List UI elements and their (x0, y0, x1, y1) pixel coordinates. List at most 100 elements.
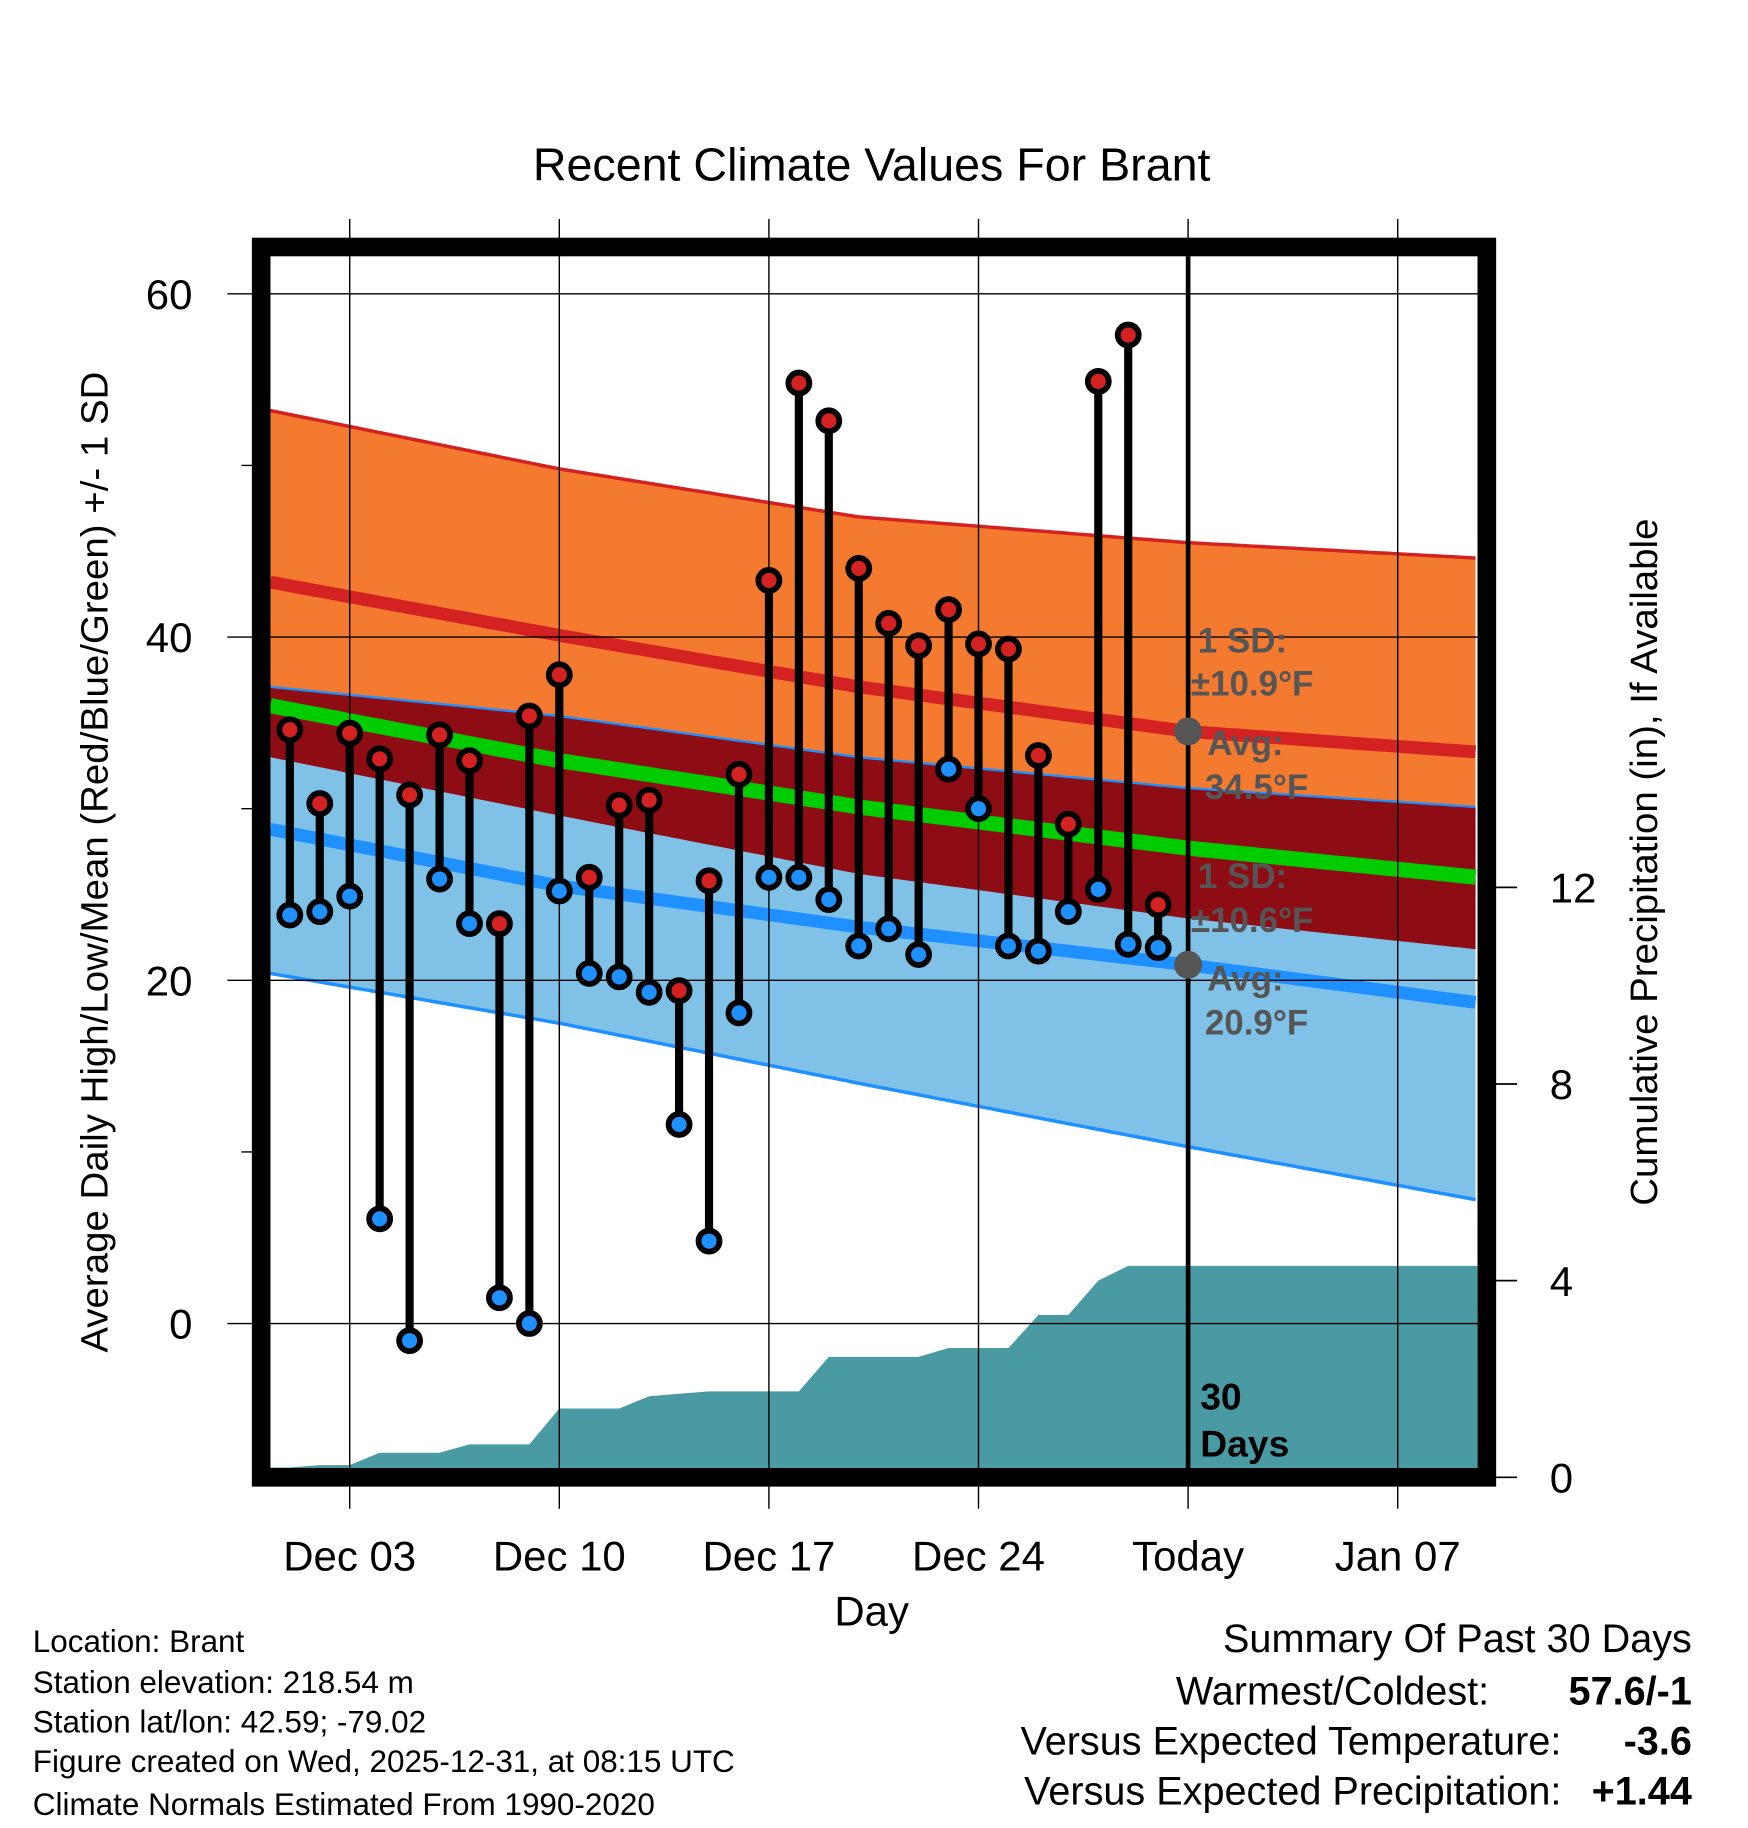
y-tick-label: 40 (146, 614, 193, 661)
low-point (665, 1111, 693, 1138)
low-point (486, 1284, 513, 1312)
low-point (1054, 898, 1082, 926)
y2-tick-label: 12 (1550, 864, 1597, 911)
summary-box: Summary Of Past 30 Days Warmest/Coldest:… (1020, 1617, 1691, 1814)
high-point (725, 760, 753, 788)
high-point (815, 407, 843, 435)
high-point (1084, 367, 1112, 395)
annotation-high-avg-value: 34.5°F (1205, 768, 1308, 807)
high-point (306, 790, 334, 817)
high-point (1024, 742, 1052, 769)
low-point (635, 978, 663, 1006)
low-point (276, 901, 304, 929)
latlon-text: Station lat/lon: 42.59; -79.02 (33, 1704, 426, 1739)
low-point (965, 795, 992, 823)
summary-title: Summary Of Past 30 Days (1223, 1617, 1692, 1661)
high-point (1144, 891, 1172, 919)
annotation-low-sd-value: ±10.6°F (1191, 901, 1314, 940)
low-point (875, 915, 903, 943)
overlap-band (270, 686, 1476, 950)
low-point (456, 910, 483, 938)
high-point (755, 567, 783, 594)
low-point (366, 1205, 394, 1233)
high-point (845, 555, 873, 582)
high-point (785, 369, 813, 397)
high-point (426, 721, 453, 749)
low-upper-line (270, 685, 1476, 808)
high-point (875, 609, 903, 637)
annotation-low-avg-label: Avg: (1207, 959, 1283, 998)
low-point (695, 1227, 723, 1255)
annotation-low-avg-value: 20.9°F (1205, 1004, 1308, 1043)
low-point (1144, 934, 1172, 962)
high-point (935, 596, 962, 624)
low-point (545, 877, 573, 905)
temp-label: Versus Expected Temperature: (1020, 1720, 1561, 1764)
high-point (486, 910, 513, 938)
low-point (1024, 937, 1052, 965)
low-point (336, 882, 364, 910)
high-point (1114, 321, 1142, 349)
low-point (515, 1310, 543, 1337)
temp-value: -3.6 (1624, 1720, 1692, 1764)
high-point (635, 786, 663, 814)
low-point (755, 863, 783, 891)
low-point (815, 886, 843, 914)
warmest-label: Warmest/Coldest: (1176, 1670, 1489, 1714)
precip-label: Versus Expected Precipitation: (1024, 1770, 1561, 1814)
y-tick-label: 0 (169, 1301, 192, 1348)
elevation-text: Station elevation: 218.54 m (33, 1665, 414, 1700)
high-point (905, 632, 933, 660)
low-point (426, 865, 453, 893)
plot-area: 1 SD: ±10.9°F Avg: 34.5°F 1 SD: ±10.6°F Avg: 20… (146, 219, 1597, 1580)
y2-tick-label: 8 (1550, 1061, 1573, 1108)
high-point (695, 867, 723, 895)
high-point (396, 781, 424, 809)
low-point (396, 1327, 424, 1355)
x-tick-label: Dec 03 (283, 1533, 416, 1580)
high-point (605, 791, 633, 819)
high-point (1054, 810, 1082, 838)
x-tick-label: Dec 24 (912, 1533, 1045, 1580)
low-point (935, 755, 962, 783)
low-point (575, 960, 603, 987)
y-tick-label: 60 (146, 271, 193, 318)
low-point (845, 932, 873, 960)
y2-axis-label: Cumulative Precipitation (in), If Availa… (1623, 519, 1666, 1206)
low-point (605, 963, 633, 991)
low-point (1114, 930, 1142, 958)
days-count-label: 30 (1200, 1376, 1241, 1418)
high-point (515, 702, 543, 730)
x-tick-label: Jan 07 (1335, 1533, 1461, 1580)
low-point (1084, 875, 1112, 903)
station-info: Location: Brant Station elevation: 218.5… (33, 1624, 735, 1822)
x-tick-label: Dec 10 (493, 1533, 626, 1580)
annotation-high-sd-value: ±10.9°F (1191, 665, 1314, 704)
precip-area (270, 1265, 1478, 1468)
high-avg-line (269, 575, 1477, 759)
low-avg-marker (1174, 950, 1203, 979)
high-point (575, 863, 603, 891)
precip-value: +1.44 (1592, 1770, 1692, 1814)
high-point (276, 716, 304, 744)
high-point (965, 630, 992, 658)
high-avg-marker (1174, 717, 1203, 746)
annotation-high-avg-label: Avg: (1207, 724, 1283, 763)
low-point (995, 932, 1022, 960)
high-point (545, 661, 573, 689)
high-upper-line (270, 408, 1476, 560)
high-point (995, 635, 1022, 663)
low-point (785, 863, 813, 891)
plot-frame (251, 237, 1497, 1487)
created-text: Figure created on Wed, 2025-12-31, at 08… (33, 1744, 735, 1779)
high-point (336, 719, 364, 747)
x-axis-label: Day (834, 1587, 909, 1634)
low-point (725, 999, 753, 1027)
y-axis-label: Average Daily High/Low/Mean (Red/Blue/Gr… (73, 372, 116, 1353)
low-point (306, 898, 334, 926)
y2-tick-label: 4 (1550, 1258, 1573, 1305)
mean-line (268, 698, 1477, 885)
y-tick-label: 20 (146, 957, 193, 1004)
location-text: Location: Brant (33, 1624, 245, 1659)
